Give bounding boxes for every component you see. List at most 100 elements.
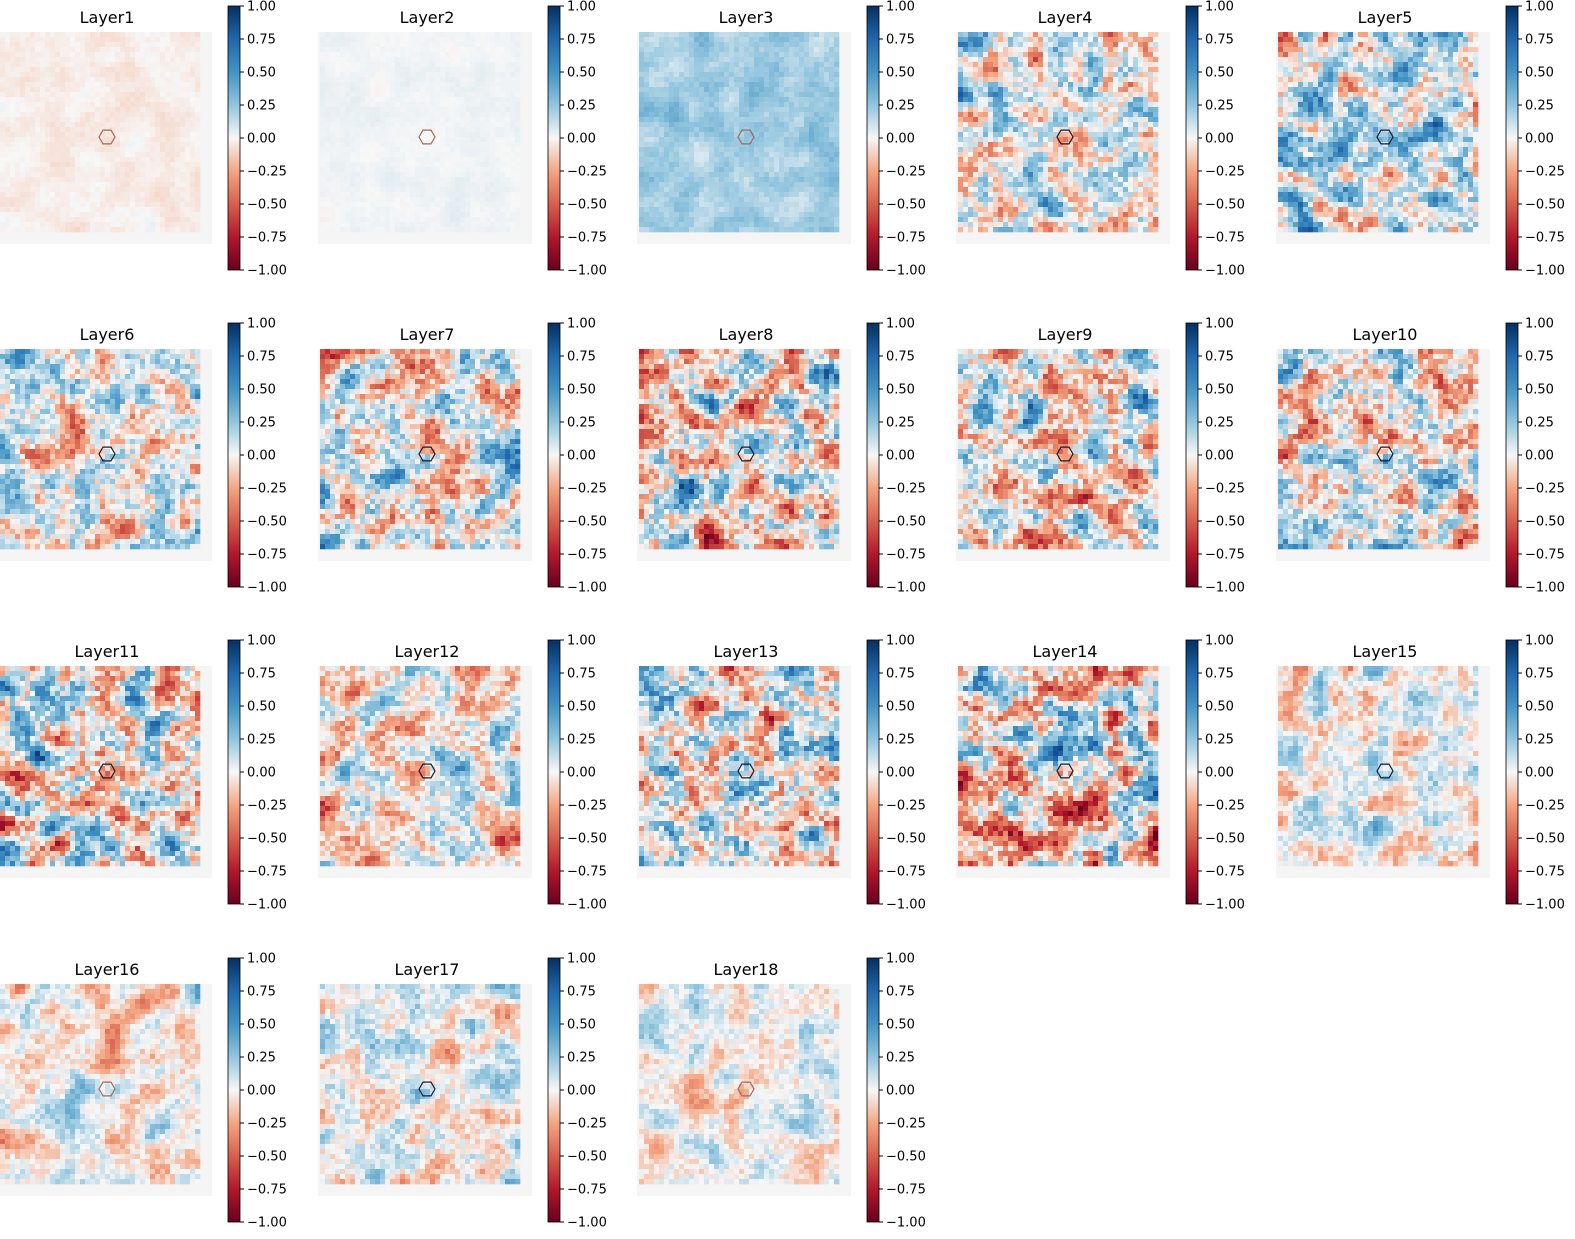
heatmap-cell xyxy=(699,92,704,97)
heatmap-cell xyxy=(440,182,445,187)
heatmap-cell xyxy=(140,187,145,192)
heatmap-cell xyxy=(160,117,165,122)
heatmap-cell xyxy=(115,177,120,182)
heatmap-cell xyxy=(330,77,335,82)
heatmap-cell xyxy=(20,147,25,152)
heatmap-cell xyxy=(145,207,150,212)
heatmap-cell xyxy=(784,187,789,192)
heatmap-cell xyxy=(160,52,165,57)
heatmap-cell xyxy=(375,132,380,137)
heatmap-cell xyxy=(80,92,85,97)
heatmap-cell xyxy=(100,192,105,197)
heatmap-cell xyxy=(365,217,370,222)
heatmap-cell xyxy=(115,157,120,162)
heatmap-cell xyxy=(809,212,814,217)
heatmap-cell xyxy=(45,107,50,112)
heatmap-cell xyxy=(165,47,170,52)
heatmap-cell xyxy=(340,72,345,77)
heatmap-cell xyxy=(385,62,390,67)
heatmap-cell xyxy=(450,152,455,157)
heatmap-cell xyxy=(410,197,415,202)
heatmap-cell xyxy=(644,132,649,137)
heatmap-cell xyxy=(1113,37,1118,42)
heatmap-cell xyxy=(1128,32,1133,37)
heatmap-cell xyxy=(809,82,814,87)
colorbar-tick-label: −0.75 xyxy=(567,231,607,246)
heatmap-cell xyxy=(125,42,130,47)
heatmap-cell xyxy=(834,32,839,37)
heatmap-cell xyxy=(709,207,714,212)
heatmap-cell xyxy=(500,212,505,217)
heatmap-cell xyxy=(50,147,55,152)
heatmap-cell xyxy=(764,52,769,57)
heatmap-cell xyxy=(450,157,455,162)
heatmap-cell xyxy=(824,47,829,52)
heatmap-cell xyxy=(400,222,405,227)
heatmap-cell xyxy=(95,42,100,47)
heatmap-cell xyxy=(510,202,515,207)
heatmap-cell xyxy=(410,77,415,82)
heatmap-cell xyxy=(804,212,809,217)
heatmap-cell xyxy=(759,97,764,102)
heatmap-cell xyxy=(834,177,839,182)
heatmap-cell xyxy=(510,42,515,47)
heatmap-cell xyxy=(784,37,789,42)
heatmap-cell xyxy=(140,102,145,107)
heatmap-cell xyxy=(724,67,729,72)
heatmap-cell xyxy=(460,227,465,232)
heatmap-cell xyxy=(764,227,769,232)
heatmap-cell xyxy=(10,187,15,192)
heatmap-cell xyxy=(774,157,779,162)
heatmap-cell xyxy=(719,182,724,187)
heatmap-cell xyxy=(754,167,759,172)
heatmap-cell xyxy=(435,147,440,152)
heatmap-cell xyxy=(819,117,824,122)
heatmap-cell xyxy=(50,172,55,177)
heatmap-cell xyxy=(375,227,380,232)
heatmap-cell xyxy=(779,227,784,232)
heatmap-cell xyxy=(684,172,689,177)
heatmap-cell xyxy=(120,217,125,222)
heatmap-cell xyxy=(345,197,350,202)
heatmap-cell xyxy=(639,167,644,172)
heatmap-cell xyxy=(405,182,410,187)
heatmap-cell xyxy=(145,42,150,47)
heatmap-cell xyxy=(120,167,125,172)
heatmap-cell xyxy=(719,72,724,77)
heatmap-cell xyxy=(784,117,789,122)
heatmap-cell xyxy=(754,222,759,227)
heatmap-cell xyxy=(15,132,20,137)
heatmap-cell xyxy=(754,97,759,102)
heatmap-cell xyxy=(335,97,340,102)
heatmap-cell xyxy=(370,107,375,112)
heatmap-cell xyxy=(485,42,490,47)
heatmap-cell xyxy=(495,172,500,177)
heatmap-cell xyxy=(100,177,105,182)
heatmap-cell xyxy=(375,177,380,182)
heatmap-cell xyxy=(90,202,95,207)
heatmap-cell xyxy=(784,192,789,197)
heatmap-cell xyxy=(70,122,75,127)
heatmap-cell xyxy=(325,212,330,217)
heatmap-cell xyxy=(40,132,45,137)
heatmap-cell xyxy=(170,37,175,42)
heatmap-cell xyxy=(505,117,510,122)
heatmap-cell xyxy=(430,142,435,147)
heatmap-cell xyxy=(405,217,410,222)
heatmap-cell xyxy=(500,202,505,207)
heatmap-cell xyxy=(320,172,325,177)
heatmap-cell xyxy=(779,177,784,182)
heatmap-cell xyxy=(55,142,60,147)
heatmap-cell xyxy=(1053,37,1058,42)
heatmap-cell xyxy=(1018,32,1023,37)
heatmap-cell xyxy=(415,192,420,197)
heatmap-cell xyxy=(445,87,450,92)
heatmap-cell xyxy=(180,52,185,57)
heatmap-cell xyxy=(0,52,5,57)
heatmap-cell xyxy=(365,67,370,72)
heatmap-cell xyxy=(390,217,395,222)
heatmap-cell xyxy=(130,197,135,202)
heatmap-cell xyxy=(1103,42,1108,47)
heatmap-cell xyxy=(699,117,704,122)
heatmap-cell xyxy=(774,182,779,187)
